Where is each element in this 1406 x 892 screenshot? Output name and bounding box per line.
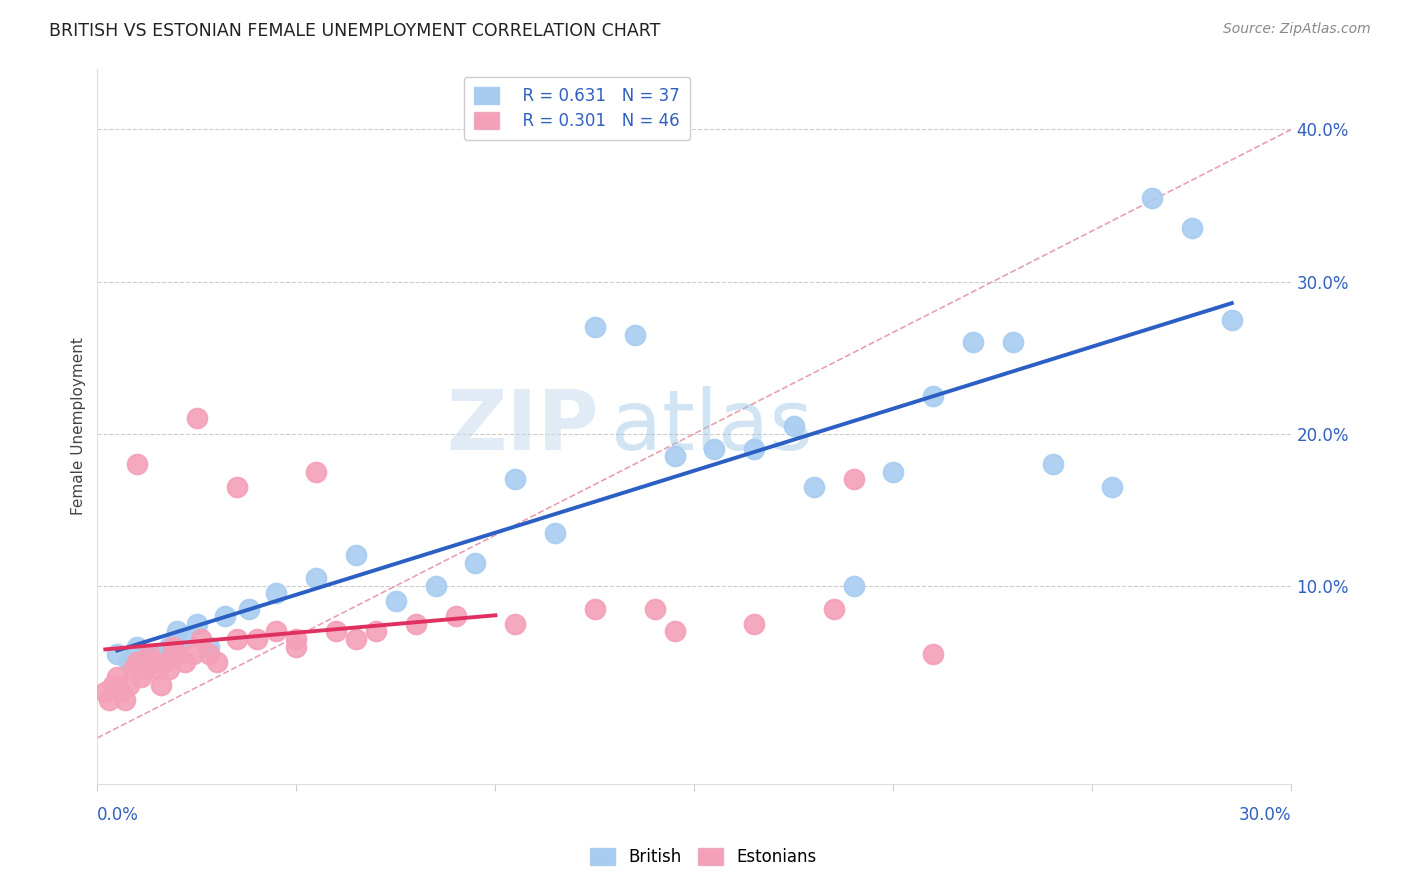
Point xyxy=(344,549,367,563)
Legend: British, Estonians: British, Estonians xyxy=(583,841,823,873)
Point xyxy=(405,616,427,631)
Point xyxy=(205,655,228,669)
Point xyxy=(245,632,267,646)
Point xyxy=(742,616,765,631)
Point xyxy=(664,450,686,464)
Point xyxy=(305,571,328,585)
Point xyxy=(134,663,156,677)
Point xyxy=(105,670,128,684)
Y-axis label: Female Unemployment: Female Unemployment xyxy=(72,337,86,515)
Point xyxy=(364,624,387,639)
Text: 0.0%: 0.0% xyxy=(97,806,139,824)
Point xyxy=(1140,191,1163,205)
Point xyxy=(105,647,128,661)
Point xyxy=(166,647,188,661)
Point xyxy=(174,632,197,646)
Point xyxy=(823,601,845,615)
Point xyxy=(181,647,204,661)
Point xyxy=(842,472,865,486)
Point xyxy=(186,411,208,425)
Point xyxy=(118,655,141,669)
Point xyxy=(190,632,212,646)
Point xyxy=(186,616,208,631)
Point xyxy=(583,601,606,615)
Point xyxy=(150,678,173,692)
Point xyxy=(922,389,945,403)
Point xyxy=(127,457,149,471)
Point xyxy=(153,655,176,669)
Text: BRITISH VS ESTONIAN FEMALE UNEMPLOYMENT CORRELATION CHART: BRITISH VS ESTONIAN FEMALE UNEMPLOYMENT … xyxy=(49,22,661,40)
Point xyxy=(325,624,347,639)
Point xyxy=(142,655,165,669)
Point xyxy=(444,609,467,624)
Text: Source: ZipAtlas.com: Source: ZipAtlas.com xyxy=(1223,22,1371,37)
Point xyxy=(110,685,132,699)
Point xyxy=(742,442,765,456)
Point xyxy=(174,655,197,669)
Point xyxy=(464,556,486,570)
Point xyxy=(198,647,221,661)
Point xyxy=(94,685,117,699)
Point xyxy=(266,586,288,600)
Point xyxy=(146,663,169,677)
Point xyxy=(644,601,666,615)
Point xyxy=(214,609,236,624)
Point xyxy=(425,579,447,593)
Point xyxy=(157,663,180,677)
Point xyxy=(962,335,984,350)
Point xyxy=(146,647,169,661)
Point xyxy=(157,640,180,654)
Text: atlas: atlas xyxy=(610,385,813,467)
Point xyxy=(664,624,686,639)
Point xyxy=(1042,457,1064,471)
Point xyxy=(285,632,308,646)
Point xyxy=(922,647,945,661)
Point xyxy=(129,670,152,684)
Point xyxy=(225,480,247,494)
Point xyxy=(385,594,408,608)
Point xyxy=(1101,480,1123,494)
Text: 30.0%: 30.0% xyxy=(1239,806,1292,824)
Point xyxy=(503,472,526,486)
Point xyxy=(118,678,141,692)
Point xyxy=(1181,221,1204,235)
Point xyxy=(98,693,121,707)
Point xyxy=(882,465,904,479)
Legend:   R = 0.631   N = 37,   R = 0.301   N = 46: R = 0.631 N = 37, R = 0.301 N = 46 xyxy=(464,77,690,140)
Point xyxy=(122,663,145,677)
Point xyxy=(842,579,865,593)
Point xyxy=(305,465,328,479)
Point xyxy=(166,624,188,639)
Point xyxy=(703,442,725,456)
Point xyxy=(583,320,606,334)
Point xyxy=(225,632,247,646)
Point xyxy=(127,655,149,669)
Point xyxy=(198,640,221,654)
Point xyxy=(623,327,645,342)
Point xyxy=(238,601,260,615)
Point xyxy=(162,640,184,654)
Point xyxy=(266,624,288,639)
Text: ZIP: ZIP xyxy=(446,385,599,467)
Point xyxy=(285,640,308,654)
Point xyxy=(138,647,160,661)
Point xyxy=(544,525,567,540)
Point xyxy=(103,678,125,692)
Point xyxy=(1001,335,1024,350)
Point xyxy=(114,693,136,707)
Point xyxy=(803,480,825,494)
Point xyxy=(783,419,806,434)
Point xyxy=(134,647,156,661)
Point xyxy=(503,616,526,631)
Point xyxy=(344,632,367,646)
Point xyxy=(1220,312,1243,326)
Point xyxy=(127,640,149,654)
